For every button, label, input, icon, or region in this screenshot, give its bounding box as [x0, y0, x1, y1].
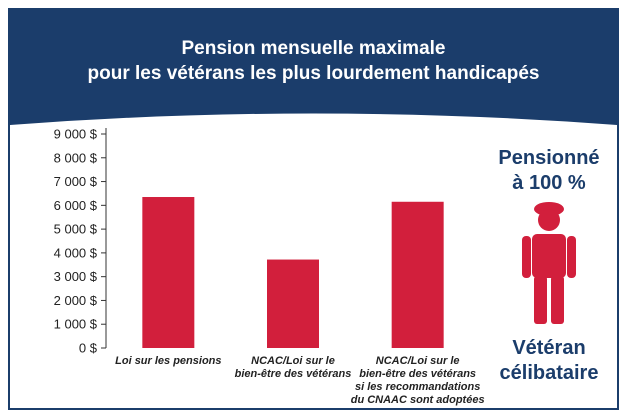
veteran-status-label: Vétéran célibataire: [484, 336, 614, 386]
category-label: bien-être des vétérans: [235, 368, 352, 380]
pension-level-line1: Pensionné: [498, 147, 600, 169]
pension-level-line2: à 100 %: [512, 172, 586, 194]
y-tick-label: 3 000 $: [54, 269, 98, 284]
veteran-status-line1: Vétéran: [512, 337, 586, 359]
y-tick-label: 9 000 $: [54, 127, 98, 142]
y-tick-label: 4 000 $: [54, 245, 98, 260]
category-label: bien-être des vétérans: [359, 368, 476, 380]
y-tick-label: 0 $: [79, 341, 98, 356]
veteran-status-line2: célibataire: [499, 362, 599, 384]
y-tick-label: 5 000 $: [54, 222, 98, 237]
bar-3: [391, 201, 444, 348]
category-label: NCAC/Loi sur le: [376, 355, 460, 367]
y-tick-label: 6 000 $: [54, 198, 98, 213]
y-tick-label: 2 000 $: [54, 293, 98, 308]
header-banner: [10, 10, 617, 125]
y-tick-label: 8 000 $: [54, 150, 98, 165]
veteran-person-icon: [522, 202, 576, 324]
category-label: du CNAAC sont adoptées: [351, 394, 485, 406]
y-tick-label: 7 000 $: [54, 174, 98, 189]
bar-2: [267, 259, 319, 348]
category-label: Loi sur les pensions: [115, 355, 221, 367]
category-label: si les recommandations: [355, 381, 480, 393]
bar-chart: 0 $ 1 000 $ 2 000 $ 3 000 $ 4 000 $ 5 000 $ 6 …: [54, 127, 485, 407]
chart-title-line1: Pension mensuelle maximale: [181, 38, 446, 59]
chart-title: Pension mensuelle maximale pour les vété…: [10, 36, 617, 86]
category-label: NCAC/Loi sur le: [251, 355, 335, 367]
bar-1: [142, 197, 195, 348]
chart-frame: Pension mensuelle maximale pour les vété…: [8, 8, 619, 410]
pension-level-label: Pensionné à 100 %: [484, 146, 614, 196]
y-tick-label: 1 000 $: [54, 317, 98, 332]
chart-title-line2: pour les vétérans les plus lourdement ha…: [87, 63, 540, 84]
